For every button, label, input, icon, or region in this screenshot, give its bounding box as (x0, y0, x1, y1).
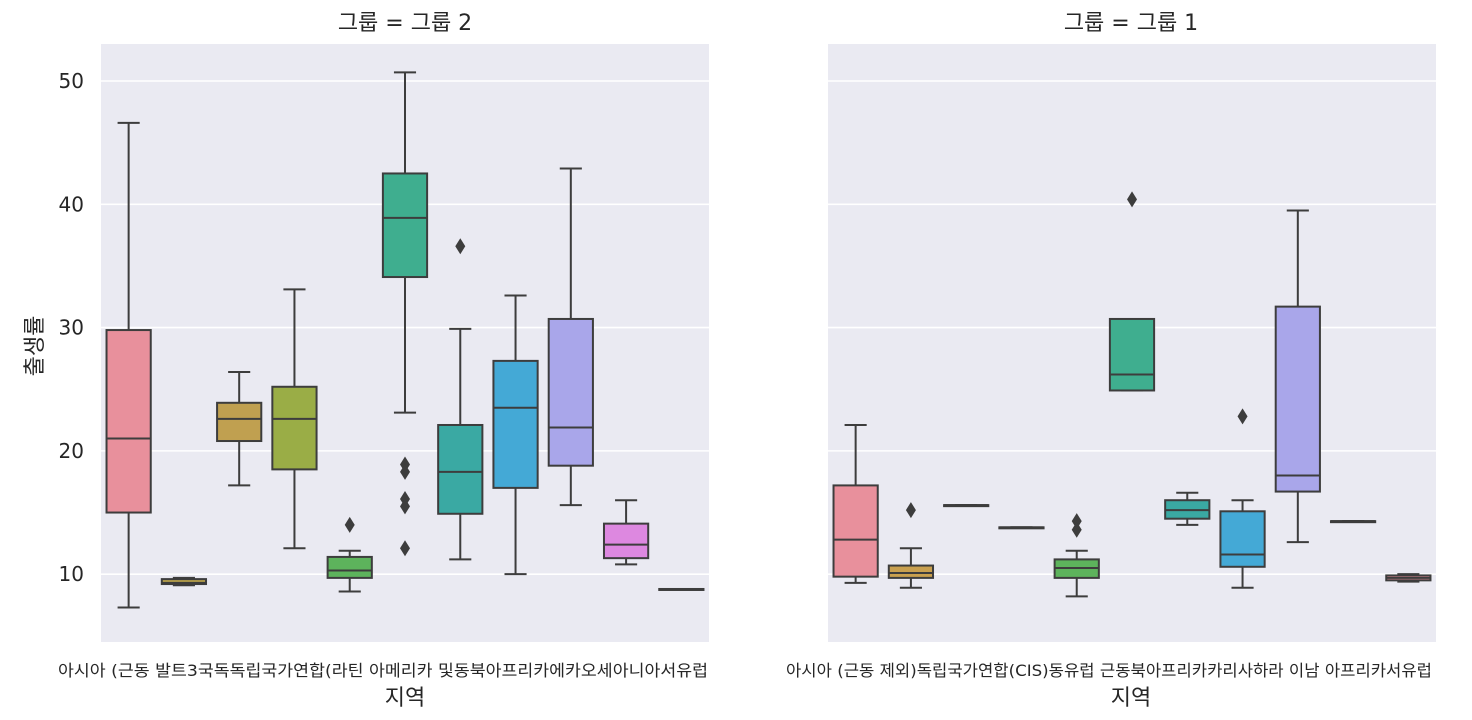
box-iqr (1274, 305, 1321, 493)
box-plot (1385, 573, 1432, 583)
box-plot (943, 504, 990, 508)
box-iqr (381, 172, 429, 279)
panel-title-left: 그룹 = 그룹 2 (338, 11, 472, 36)
y-tick-label: 30 (59, 316, 84, 340)
box-plot (887, 502, 935, 589)
y-tick-label: 40 (59, 192, 84, 216)
box-plot (1053, 513, 1100, 598)
box-plot (602, 499, 650, 566)
outlier-point (400, 463, 410, 480)
outlier-point (344, 516, 355, 533)
box-plot (547, 167, 594, 507)
box-iqr (216, 401, 263, 443)
box-plot (160, 576, 208, 587)
box-plot (1108, 191, 1156, 392)
box-iqr (492, 359, 539, 489)
box-iqr (437, 423, 484, 515)
box-plot (326, 516, 373, 593)
panel-title-right: 그룹 = 그룹 1 (1064, 11, 1198, 36)
box-iqr (832, 484, 879, 578)
panel-right: 그룹 = 그룹 1 아시아 (근동 제외)독립국가연합(CIS)동유럽 근동북아… (786, 11, 1436, 711)
box-iqr (547, 317, 594, 467)
x-tick-labels-right: 아시아 (근동 제외)독립국가연합(CIS)동유럽 근동북아프리카카리사하라 이… (786, 661, 1432, 680)
box-plot (1274, 209, 1321, 544)
box-plot (658, 587, 705, 591)
outlier-point (1071, 521, 1082, 538)
box-plot (1219, 408, 1266, 589)
y-tick-label: 20 (59, 439, 84, 463)
y-axis-label: 출생률 (23, 316, 48, 377)
y-tick-label: 10 (59, 562, 84, 586)
box-iqr (1108, 317, 1156, 392)
box-iqr (326, 555, 373, 579)
box-plot (271, 288, 318, 550)
outlier-point (400, 498, 410, 515)
box-plot (998, 526, 1045, 530)
panel-left: 그룹 = 그룹 2 아시아 (근동 발트3국독독립국가연합(라틴 아메리카 및동… (23, 11, 709, 711)
y-tick-label: 50 (59, 69, 84, 93)
box-plot (105, 121, 152, 609)
x-axis-label-right: 지역 (1111, 686, 1151, 711)
box-plot (437, 238, 484, 561)
box-iqr (271, 385, 318, 471)
box-plot (492, 294, 539, 576)
outlier-point (400, 540, 410, 557)
box-iqr (160, 578, 208, 586)
box-iqr (602, 522, 650, 560)
boxes-left (105, 71, 705, 609)
outlier-point (905, 502, 916, 519)
box-plot (381, 71, 429, 557)
y-tick-labels: 10 20 30 40 50 (59, 69, 84, 586)
x-axis-label-left: 지역 (385, 686, 425, 711)
boxes-right (832, 191, 1432, 598)
box-plot (832, 423, 879, 584)
box-plot (1164, 491, 1211, 526)
box-plot (216, 370, 263, 487)
box-iqr (887, 564, 935, 579)
box-iqr (105, 329, 152, 514)
box-plot (1329, 520, 1377, 524)
outlier-point (1127, 191, 1137, 208)
x-tick-labels-left: 아시아 (근동 발트3국독독립국가연합(라틴 아메리카 및동북아프리카에카오세아… (58, 661, 708, 680)
outlier-point (1237, 408, 1248, 425)
outlier-point (1071, 513, 1082, 530)
outlier-point (455, 238, 466, 255)
box-iqr (1219, 510, 1266, 568)
